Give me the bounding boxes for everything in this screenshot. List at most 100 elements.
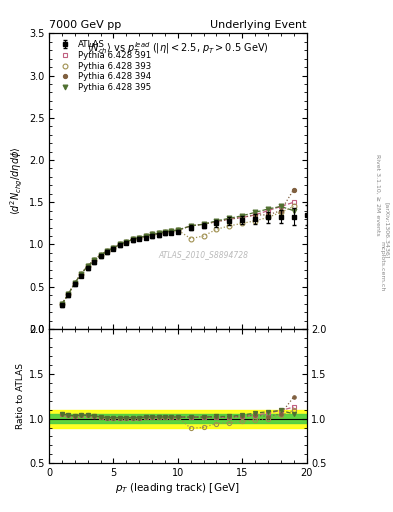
Pythia 6.428 393: [79, 270, 84, 276]
Pythia 6.428 395: [163, 229, 167, 235]
Text: $\langle N_{ch}\rangle$ vs $p_T^{lead}$ ($|\eta| < 2.5$, $p_T > 0.5$ GeV): $\langle N_{ch}\rangle$ vs $p_T^{lead}$ …: [87, 40, 269, 57]
Pythia 6.428 391: [227, 216, 232, 222]
Pythia 6.428 393: [227, 223, 232, 229]
Pythia 6.428 394: [137, 234, 141, 241]
Pythia 6.428 394: [73, 280, 77, 286]
Pythia 6.428 391: [214, 219, 219, 225]
Pythia 6.428 394: [111, 245, 116, 251]
Pythia 6.428 395: [124, 239, 129, 245]
Pythia 6.428 391: [240, 215, 244, 221]
Pythia 6.428 393: [60, 301, 64, 307]
Pythia 6.428 393: [156, 230, 161, 237]
Pythia 6.428 395: [111, 245, 116, 251]
Pythia 6.428 391: [278, 203, 283, 209]
Pythia 6.428 395: [118, 242, 122, 248]
Pythia 6.428 394: [253, 212, 257, 218]
Pythia 6.428 391: [188, 223, 193, 229]
Pythia 6.428 391: [66, 291, 71, 297]
Line: Pythia 6.428 393: Pythia 6.428 393: [60, 204, 296, 307]
Pythia 6.428 394: [227, 216, 232, 222]
Pythia 6.428 395: [227, 215, 232, 221]
Pythia 6.428 391: [92, 257, 97, 263]
Pythia 6.428 391: [79, 270, 84, 276]
Pythia 6.428 395: [66, 291, 71, 297]
Pythia 6.428 394: [150, 231, 154, 238]
Pythia 6.428 391: [60, 301, 64, 307]
Y-axis label: $\langle d^2 N_{chg}/d\eta d\phi \rangle$: $\langle d^2 N_{chg}/d\eta d\phi \rangle…: [8, 147, 25, 216]
Pythia 6.428 391: [73, 280, 77, 286]
Pythia 6.428 393: [85, 263, 90, 269]
Text: Rivet 3.1.10, ≥ 2M events: Rivet 3.1.10, ≥ 2M events: [375, 154, 380, 236]
Pythia 6.428 393: [150, 231, 154, 238]
Pythia 6.428 393: [176, 227, 180, 233]
Pythia 6.428 391: [266, 208, 270, 214]
Pythia 6.428 391: [111, 245, 116, 251]
Pythia 6.428 391: [85, 263, 90, 269]
Pythia 6.428 395: [253, 209, 257, 216]
Pythia 6.428 395: [60, 301, 64, 307]
Legend: ATLAS, Pythia 6.428 391, Pythia 6.428 393, Pythia 6.428 394, Pythia 6.428 395: ATLAS, Pythia 6.428 391, Pythia 6.428 39…: [53, 37, 153, 95]
Pythia 6.428 394: [214, 219, 219, 225]
Pythia 6.428 394: [278, 208, 283, 214]
Text: mcplots.cern.ch: mcplots.cern.ch: [380, 241, 384, 291]
Pythia 6.428 393: [169, 228, 174, 234]
Pythia 6.428 394: [176, 227, 180, 233]
Line: Pythia 6.428 391: Pythia 6.428 391: [60, 200, 296, 307]
Text: ATLAS_2010_S8894728: ATLAS_2010_S8894728: [158, 250, 249, 260]
Pythia 6.428 394: [98, 252, 103, 258]
Pythia 6.428 393: [214, 226, 219, 232]
Pythia 6.428 391: [156, 230, 161, 237]
Pythia 6.428 394: [201, 221, 206, 227]
Pythia 6.428 394: [163, 229, 167, 235]
Pythia 6.428 395: [79, 270, 84, 276]
Pythia 6.428 394: [92, 257, 97, 263]
Pythia 6.428 393: [240, 220, 244, 226]
Text: 7000 GeV pp: 7000 GeV pp: [49, 19, 121, 30]
Pythia 6.428 394: [118, 242, 122, 248]
Pythia 6.428 395: [98, 252, 103, 258]
Pythia 6.428 394: [130, 237, 135, 243]
Pythia 6.428 395: [278, 203, 283, 209]
Pythia 6.428 394: [188, 223, 193, 229]
Pythia 6.428 391: [291, 199, 296, 205]
Pythia 6.428 395: [176, 227, 180, 233]
Pythia 6.428 395: [73, 280, 77, 286]
Pythia 6.428 391: [176, 227, 180, 233]
Pythia 6.428 393: [118, 242, 122, 248]
Pythia 6.428 395: [291, 208, 296, 214]
Pythia 6.428 393: [188, 236, 193, 242]
Text: [arXiv:1306.3436]: [arXiv:1306.3436]: [385, 202, 389, 259]
Pythia 6.428 395: [266, 206, 270, 212]
Pythia 6.428 393: [253, 218, 257, 224]
Pythia 6.428 391: [253, 212, 257, 218]
Pythia 6.428 393: [92, 257, 97, 263]
Pythia 6.428 393: [130, 237, 135, 243]
Pythia 6.428 395: [169, 228, 174, 234]
Pythia 6.428 394: [79, 270, 84, 276]
Pythia 6.428 394: [60, 301, 64, 307]
Line: Pythia 6.428 394: Pythia 6.428 394: [60, 187, 296, 306]
Pythia 6.428 394: [124, 239, 129, 245]
Pythia 6.428 395: [137, 234, 141, 241]
Pythia 6.428 395: [150, 231, 154, 238]
Text: Underlying Event: Underlying Event: [210, 19, 307, 30]
Pythia 6.428 393: [98, 252, 103, 258]
Pythia 6.428 393: [124, 239, 129, 245]
Pythia 6.428 391: [105, 248, 109, 254]
Pythia 6.428 394: [143, 233, 148, 239]
Pythia 6.428 394: [291, 186, 296, 193]
Pythia 6.428 394: [66, 291, 71, 297]
Pythia 6.428 393: [266, 215, 270, 221]
Pythia 6.428 395: [92, 257, 97, 263]
Pythia 6.428 393: [137, 234, 141, 241]
Pythia 6.428 393: [105, 248, 109, 254]
Pythia 6.428 391: [201, 221, 206, 227]
Line: Pythia 6.428 395: Pythia 6.428 395: [60, 204, 296, 307]
Pythia 6.428 395: [240, 212, 244, 219]
Pythia 6.428 395: [214, 218, 219, 224]
Pythia 6.428 394: [85, 263, 90, 269]
Pythia 6.428 391: [130, 237, 135, 243]
Pythia 6.428 391: [124, 239, 129, 245]
Pythia 6.428 391: [150, 231, 154, 238]
Pythia 6.428 391: [137, 234, 141, 241]
